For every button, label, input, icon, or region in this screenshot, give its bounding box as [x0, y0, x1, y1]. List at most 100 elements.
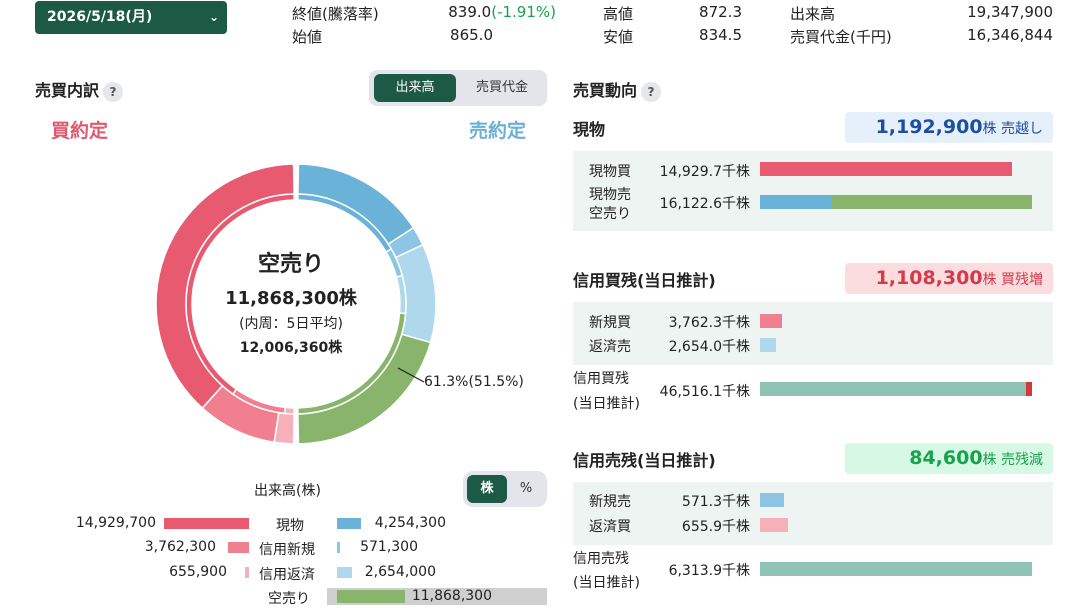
- margin-sell-balance-bar: [760, 562, 1032, 576]
- legend-shinki-label: 信用新規: [259, 542, 315, 558]
- margin-sell-repay-bar: [760, 518, 789, 532]
- breakdown-donut-chart: [155, 163, 437, 445]
- margin-sell-new-value: 571.3千株: [681, 494, 750, 510]
- unit-toggle: 株 %: [463, 471, 547, 507]
- margin-buy-new-bar: [760, 314, 783, 328]
- margin-sell-panel: [573, 482, 1053, 545]
- margin-buy-panel: [573, 302, 1053, 365]
- low-label: 安値: [603, 28, 634, 46]
- margin-sell-repay-label: 返済買: [589, 519, 631, 535]
- legend-genbutsu-buy-value: 14,929,700: [75, 515, 156, 531]
- unit-percent-button[interactable]: %: [519, 481, 533, 496]
- open-label: 始値: [292, 28, 323, 46]
- volume-label: 出来高: [790, 5, 836, 23]
- margin-buy-badge-unit: 株 買残増: [982, 272, 1043, 288]
- margin-sell-new-label: 新規売: [589, 494, 631, 510]
- margin-sell-balance-value: 6,313.9千株: [668, 563, 750, 579]
- sell-contract-label: 売約定: [469, 120, 527, 142]
- legend-genbutsu-buy-bar: [164, 518, 249, 529]
- unit-label: 出来高(株): [254, 483, 321, 499]
- close-value: 839.0(-1.91%): [430, 3, 556, 21]
- help-icon[interactable]: ?: [103, 81, 124, 102]
- donut-center-sub: (内周：5日平均): [239, 316, 343, 332]
- help-icon[interactable]: ?: [641, 81, 662, 102]
- legend-shinki-sell-bar: [337, 542, 341, 553]
- open-value: 865.0: [450, 26, 493, 44]
- margin-buy-new-label: 新規買: [589, 315, 631, 331]
- turnover-label: 売買代金(千円): [790, 28, 892, 46]
- margin-buy-badge-value: 1,108,300: [875, 267, 983, 289]
- legend-hensai-label: 信用返済: [259, 567, 315, 583]
- margin-sell-badge-value: 84,600: [909, 447, 983, 469]
- karauri-label: 空売り: [589, 206, 631, 222]
- date-select[interactable]: 2026/5/18(月) ⌄: [35, 1, 227, 34]
- margin-sell-balance-sublabel: (当日推計): [573, 575, 640, 591]
- high-value: 872.3: [699, 3, 742, 21]
- legend-shinki-buy-value: 3,762,300: [144, 539, 216, 555]
- high-label: 高値: [603, 5, 634, 23]
- legend-shinki-buy-bar: [227, 542, 249, 553]
- margin-sell-balance-label: 信用売残: [573, 551, 629, 567]
- genbutsu-badge-unit: 株 売越し: [982, 121, 1043, 137]
- legend-hensai-sell-bar: [337, 567, 353, 578]
- karauri-bar: [831, 195, 1032, 209]
- callout-line: [397, 367, 425, 383]
- breakdown-toggle: 出来高 売買代金: [369, 70, 547, 106]
- margin-buy-repay-value: 2,654.0千株: [668, 339, 750, 355]
- volume-value: 19,347,900: [967, 3, 1053, 21]
- legend-genbutsu-label: 現物: [276, 518, 304, 534]
- genbutsu-title: 現物: [573, 120, 606, 139]
- low-value: 834.5: [699, 26, 742, 44]
- margin-sell-new-bar: [760, 493, 785, 507]
- margin-buy-balance-sublabel: (当日推計): [573, 396, 640, 412]
- margin-buy-title: 信用買残(当日推計): [573, 271, 716, 290]
- legend-genbutsu-sell-bar: [337, 518, 362, 529]
- donut-center-avg: 12,006,360株: [239, 340, 343, 356]
- legend-hensai-sell-value: 2,654,000: [364, 564, 436, 580]
- legend-karauri-bar: [337, 590, 405, 603]
- breakdown-title-text: 売買内訳: [35, 81, 100, 100]
- margin-buy-repay-label: 返済売: [589, 339, 631, 355]
- toggle-volume-button[interactable]: 出来高: [374, 74, 456, 102]
- legend-hensai-buy-value: 655,900: [169, 564, 227, 580]
- trend-title-text: 売買動向: [573, 81, 638, 100]
- margin-buy-badge: 1,108,300株 買残増: [845, 263, 1053, 294]
- genbutsu-buy-bar: [760, 162, 1012, 176]
- trend-title: 売買動向?: [573, 77, 662, 102]
- donut-inner-hensai-buy: [283, 406, 295, 415]
- genbutsu-sell-label: 現物売: [589, 187, 631, 203]
- genbutsu-sell-value: 16,122.6千株: [659, 196, 750, 212]
- margin-buy-increase-bar: [1026, 382, 1032, 396]
- legend-karauri-label: 空売り: [268, 591, 310, 607]
- margin-sell-title: 信用売残(当日推計): [573, 451, 716, 470]
- toggle-turnover-button[interactable]: 売買代金: [475, 80, 528, 95]
- donut-genbutsu-sell-slice: [297, 163, 415, 246]
- donut-inner-genbutsu-buy: [185, 193, 295, 396]
- margin-sell-repay-value: 655.9千株: [681, 519, 750, 535]
- donut-center-title: 空売り: [257, 252, 324, 277]
- donut-inner-karauri: [297, 312, 407, 415]
- margin-sell-badge: 84,600株 売残減: [845, 443, 1053, 474]
- close-change: (-1.91%): [491, 3, 556, 21]
- donut-center-value: 11,868,300株: [225, 288, 357, 309]
- margin-buy-balance-label: 信用買残: [573, 371, 629, 387]
- genbutsu-buy-value: 14,929.7千株: [659, 164, 750, 180]
- legend-hensai-buy-bar: [245, 567, 249, 578]
- legend-genbutsu-sell-value: 4,254,300: [374, 515, 446, 531]
- legend-karauri-value: 11,868,300: [411, 588, 492, 604]
- close-price: 839.0: [448, 3, 492, 21]
- chevron-down-icon: ⌄: [208, 10, 219, 24]
- margin-sell-badge-unit: 株 売残減: [982, 452, 1043, 468]
- unit-shares-button[interactable]: 株: [467, 475, 507, 503]
- margin-buy-balance-bar: [760, 382, 1032, 396]
- genbutsu-buy-label: 現物買: [589, 164, 631, 180]
- margin-buy-balance-value: 46,516.1千株: [659, 384, 750, 400]
- genbutsu-sell-bar: [760, 195, 832, 209]
- genbutsu-badge: 1,192,900株 売越し: [845, 112, 1053, 143]
- close-label: 終値(騰落率): [292, 5, 379, 23]
- date-select-value: 2026/5/18(月): [47, 9, 153, 25]
- turnover-value: 16,346,844: [967, 26, 1053, 44]
- buy-contract-label: 買約定: [51, 120, 109, 142]
- legend-shinki-sell-value: 571,300: [360, 539, 418, 555]
- genbutsu-badge-value: 1,192,900: [875, 116, 983, 138]
